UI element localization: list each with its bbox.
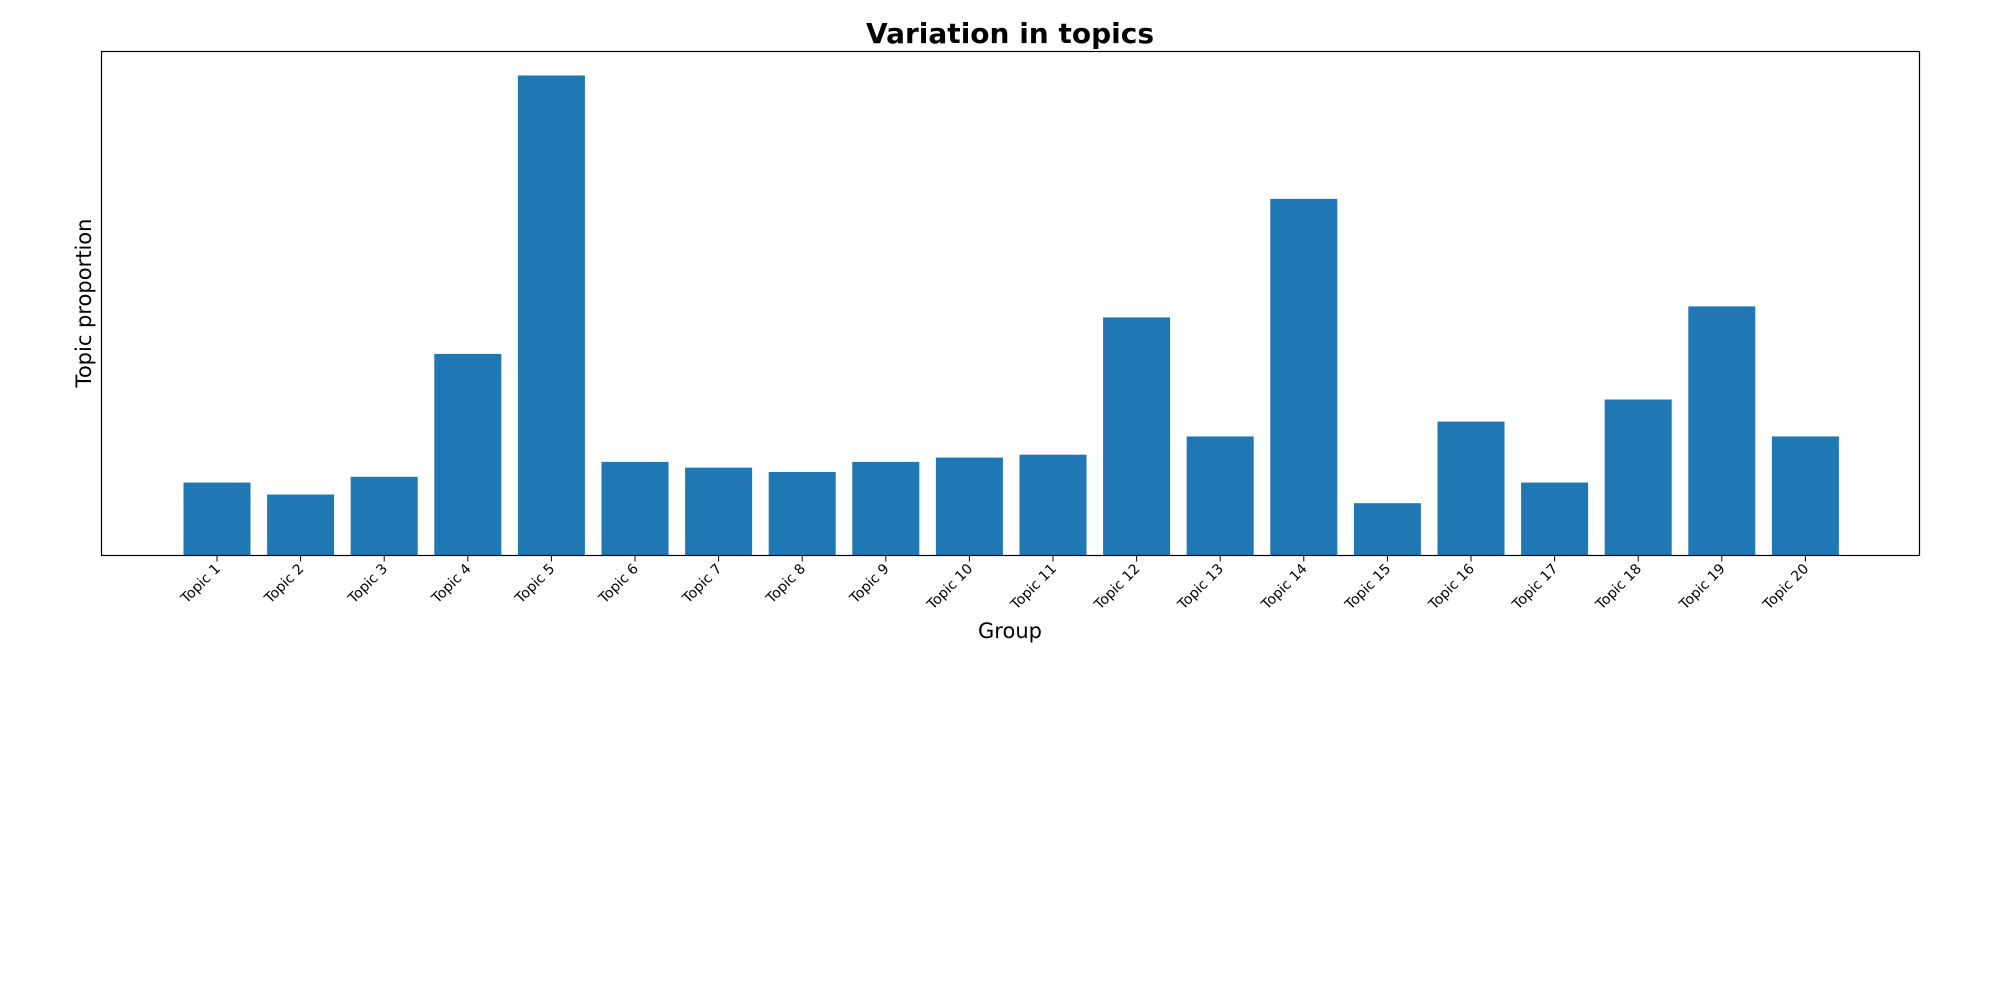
x-tick-label-13: Topic 13 xyxy=(1174,561,1227,614)
bar-19 xyxy=(1688,306,1756,556)
bar-13 xyxy=(1186,436,1254,556)
bar-20 xyxy=(1771,436,1839,556)
x-tick-label-3: Topic 3 xyxy=(345,561,391,607)
x-tick-label-19: Topic 19 xyxy=(1676,561,1729,614)
bars-group xyxy=(183,75,1839,556)
plot-frame xyxy=(100,50,1921,557)
x-tick-label-11: Topic 11 xyxy=(1007,561,1060,614)
x-tick-label-12: Topic 12 xyxy=(1091,561,1144,614)
x-tick-label-7: Topic 7 xyxy=(679,561,725,607)
x-tick-label-10: Topic 10 xyxy=(924,561,977,614)
y-axis-label: Topic proportion xyxy=(72,219,96,389)
x-axis-label: Group xyxy=(978,619,1042,643)
x-tick-label-16: Topic 16 xyxy=(1425,561,1478,614)
bar-16 xyxy=(1437,421,1505,556)
bar-11 xyxy=(1019,454,1087,556)
bar-18 xyxy=(1604,399,1672,556)
x-tick-label-9: Topic 9 xyxy=(846,561,892,607)
x-tick-label-20: Topic 20 xyxy=(1760,561,1813,614)
bar-3 xyxy=(350,476,418,556)
x-tick-label-18: Topic 18 xyxy=(1592,561,1645,614)
bar-4 xyxy=(434,353,502,556)
x-tick-label-4: Topic 4 xyxy=(428,561,474,607)
x-tick-label-14: Topic 14 xyxy=(1258,561,1311,614)
x-tick-label-5: Topic 5 xyxy=(512,561,558,607)
bar-17 xyxy=(1521,482,1589,556)
bar-15 xyxy=(1353,503,1421,556)
bar-12 xyxy=(1103,317,1171,556)
x-ticks-group: Topic 1 Topic 2 Topic 3 Topic 4 Topic 5 Topic… xyxy=(177,555,1813,614)
bar-5 xyxy=(517,75,585,556)
bar-6 xyxy=(601,461,669,556)
bar-8 xyxy=(768,471,836,556)
x-tick-label-17: Topic 17 xyxy=(1509,561,1562,614)
bar-10 xyxy=(935,457,1003,556)
bar-2 xyxy=(267,494,335,556)
x-tick-label-2: Topic 2 xyxy=(261,561,307,607)
x-tick-label-6: Topic 6 xyxy=(595,561,641,607)
bar-9 xyxy=(852,461,920,556)
bar-7 xyxy=(685,467,753,556)
x-tick-label-8: Topic 8 xyxy=(763,561,809,607)
x-tick-label-1: Topic 1 xyxy=(177,561,223,607)
bar-14 xyxy=(1270,198,1338,556)
bar-1 xyxy=(183,482,251,556)
chart-title: Variation in topics xyxy=(866,17,1154,50)
x-tick-label-15: Topic 15 xyxy=(1342,561,1395,614)
